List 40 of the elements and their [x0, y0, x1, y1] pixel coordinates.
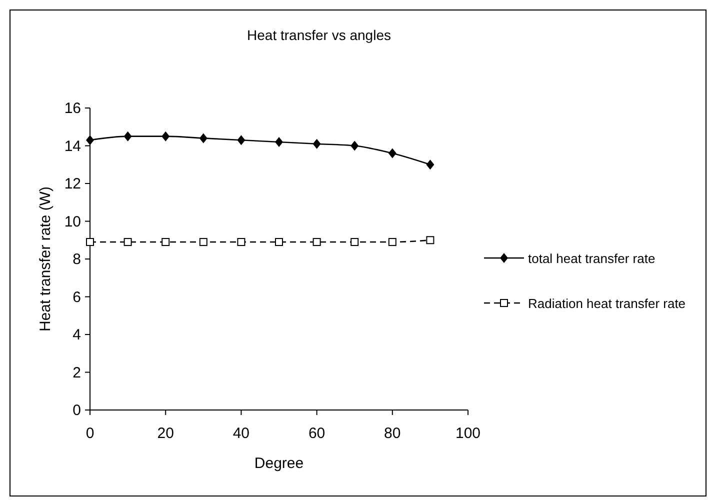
point [426, 236, 434, 244]
chart-title: Heat transfer vs angles [247, 27, 391, 43]
legend-label: Radiation heat transfer rate [528, 296, 686, 311]
x-tick-label: 20 [157, 425, 174, 442]
x-tick-label: 80 [384, 425, 401, 442]
point [162, 131, 170, 142]
y-tick-label: 8 [72, 251, 81, 268]
point [275, 136, 283, 147]
y-tick-label: 14 [64, 138, 81, 155]
point [124, 238, 132, 246]
x-tick-label: 40 [232, 425, 250, 442]
point [199, 238, 208, 246]
x-tick-label: 60 [308, 425, 326, 442]
point [237, 238, 246, 246]
y-tick-label: 2 [72, 364, 81, 382]
point [237, 135, 246, 146]
point [312, 238, 321, 246]
legend-label: total heat transfer rate [528, 251, 656, 266]
point [350, 238, 359, 246]
x-tick-label: 100 [455, 425, 481, 442]
y-axis-title: Heat transfer rate (W) [37, 186, 54, 332]
y-tick-label: 12 [64, 176, 81, 192]
point [86, 238, 94, 246]
y-tick-label: 4 [72, 326, 81, 344]
point [199, 133, 208, 144]
point [162, 238, 170, 246]
y-tick-label: 0 [72, 402, 81, 419]
point [124, 131, 132, 142]
point [388, 238, 396, 246]
point [388, 148, 396, 158]
point [350, 140, 359, 151]
point [426, 160, 434, 170]
x-tick-label: 0 [86, 425, 94, 442]
y-tick-label: 16 [64, 100, 81, 117]
y-tick-label: 10 [64, 213, 81, 230]
x-axis-title: Degree [254, 455, 304, 472]
point [275, 238, 283, 246]
point [312, 138, 321, 149]
point [86, 135, 94, 146]
y-tick-label: 6 [72, 288, 81, 306]
